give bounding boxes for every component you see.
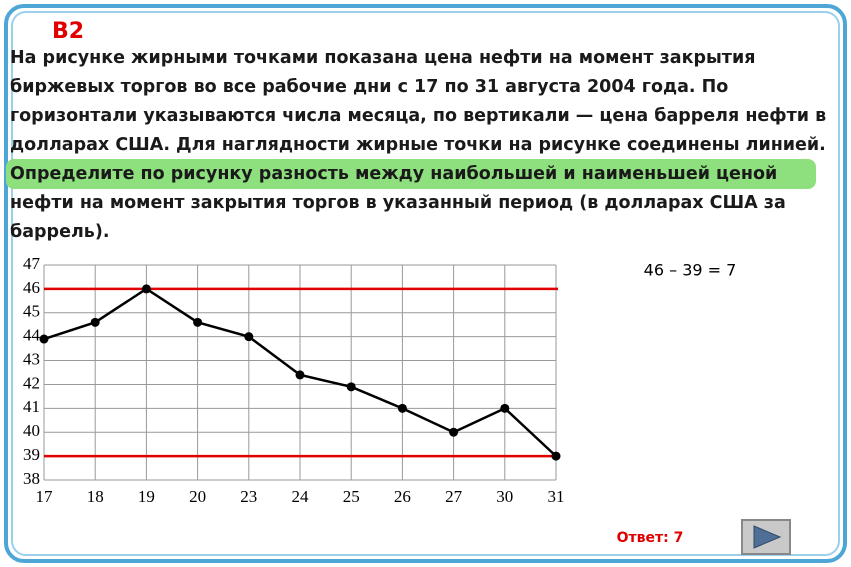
next-button[interactable] bbox=[741, 519, 791, 555]
data-point bbox=[449, 427, 459, 437]
slide-frame bbox=[4, 4, 847, 563]
y-tick-label: 40 bbox=[23, 421, 40, 440]
problem-line: горизонтали указываются числа месяца, по… bbox=[10, 106, 826, 126]
data-point bbox=[397, 403, 407, 413]
problem-line: Определите по рисунку разность между наи… bbox=[10, 164, 777, 184]
y-tick-label: 44 bbox=[23, 326, 41, 345]
data-point bbox=[295, 370, 305, 380]
x-tick-label: 25 bbox=[343, 487, 360, 506]
x-tick-label: 23 bbox=[240, 487, 257, 506]
y-tick-label: 42 bbox=[23, 373, 40, 392]
data-point bbox=[244, 332, 254, 342]
x-tick-label: 27 bbox=[445, 487, 463, 506]
data-point bbox=[346, 382, 356, 392]
problem-line: На рисунке жирными точками показана цена… bbox=[10, 48, 755, 68]
slide-title: B2 bbox=[52, 19, 84, 44]
x-tick-label: 19 bbox=[138, 487, 155, 506]
x-tick-label: 26 bbox=[394, 487, 411, 506]
annotation: 46 – 39 = 7 bbox=[644, 261, 737, 280]
y-tick-label: 45 bbox=[23, 302, 40, 321]
data-point bbox=[39, 334, 49, 344]
data-point bbox=[500, 403, 510, 413]
slide-frame-inner bbox=[11, 11, 840, 556]
data-point bbox=[90, 317, 100, 327]
problem-line: долларах США. Для наглядности жирные точ… bbox=[10, 135, 826, 155]
problem-line: баррель). bbox=[10, 222, 109, 242]
answer: Ответ: 7 bbox=[617, 530, 684, 546]
y-tick-label: 41 bbox=[23, 397, 40, 416]
data-point bbox=[193, 317, 203, 327]
y-tick-label: 46 bbox=[23, 278, 40, 297]
y-tick-label: 47 bbox=[23, 254, 41, 273]
x-tick-label: 17 bbox=[36, 487, 54, 506]
x-tick-label: 24 bbox=[292, 487, 310, 506]
x-tick-label: 18 bbox=[87, 487, 104, 506]
play-icon[interactable] bbox=[753, 525, 782, 549]
y-tick-label: 38 bbox=[23, 469, 40, 488]
problem-line: нефти на момент закрытия торгов в указан… bbox=[10, 193, 786, 213]
x-tick-label: 30 bbox=[496, 487, 513, 506]
x-tick-label: 20 bbox=[189, 487, 206, 506]
x-tick-label: 31 bbox=[548, 487, 565, 506]
y-tick-label: 39 bbox=[23, 445, 40, 464]
data-point bbox=[551, 451, 561, 461]
data-point bbox=[141, 284, 151, 294]
y-tick-label: 43 bbox=[23, 349, 40, 368]
highlight bbox=[6, 159, 816, 189]
problem-line: биржевых торгов во все рабочие дни с 17 … bbox=[10, 77, 728, 97]
button-frame[interactable] bbox=[741, 519, 791, 555]
